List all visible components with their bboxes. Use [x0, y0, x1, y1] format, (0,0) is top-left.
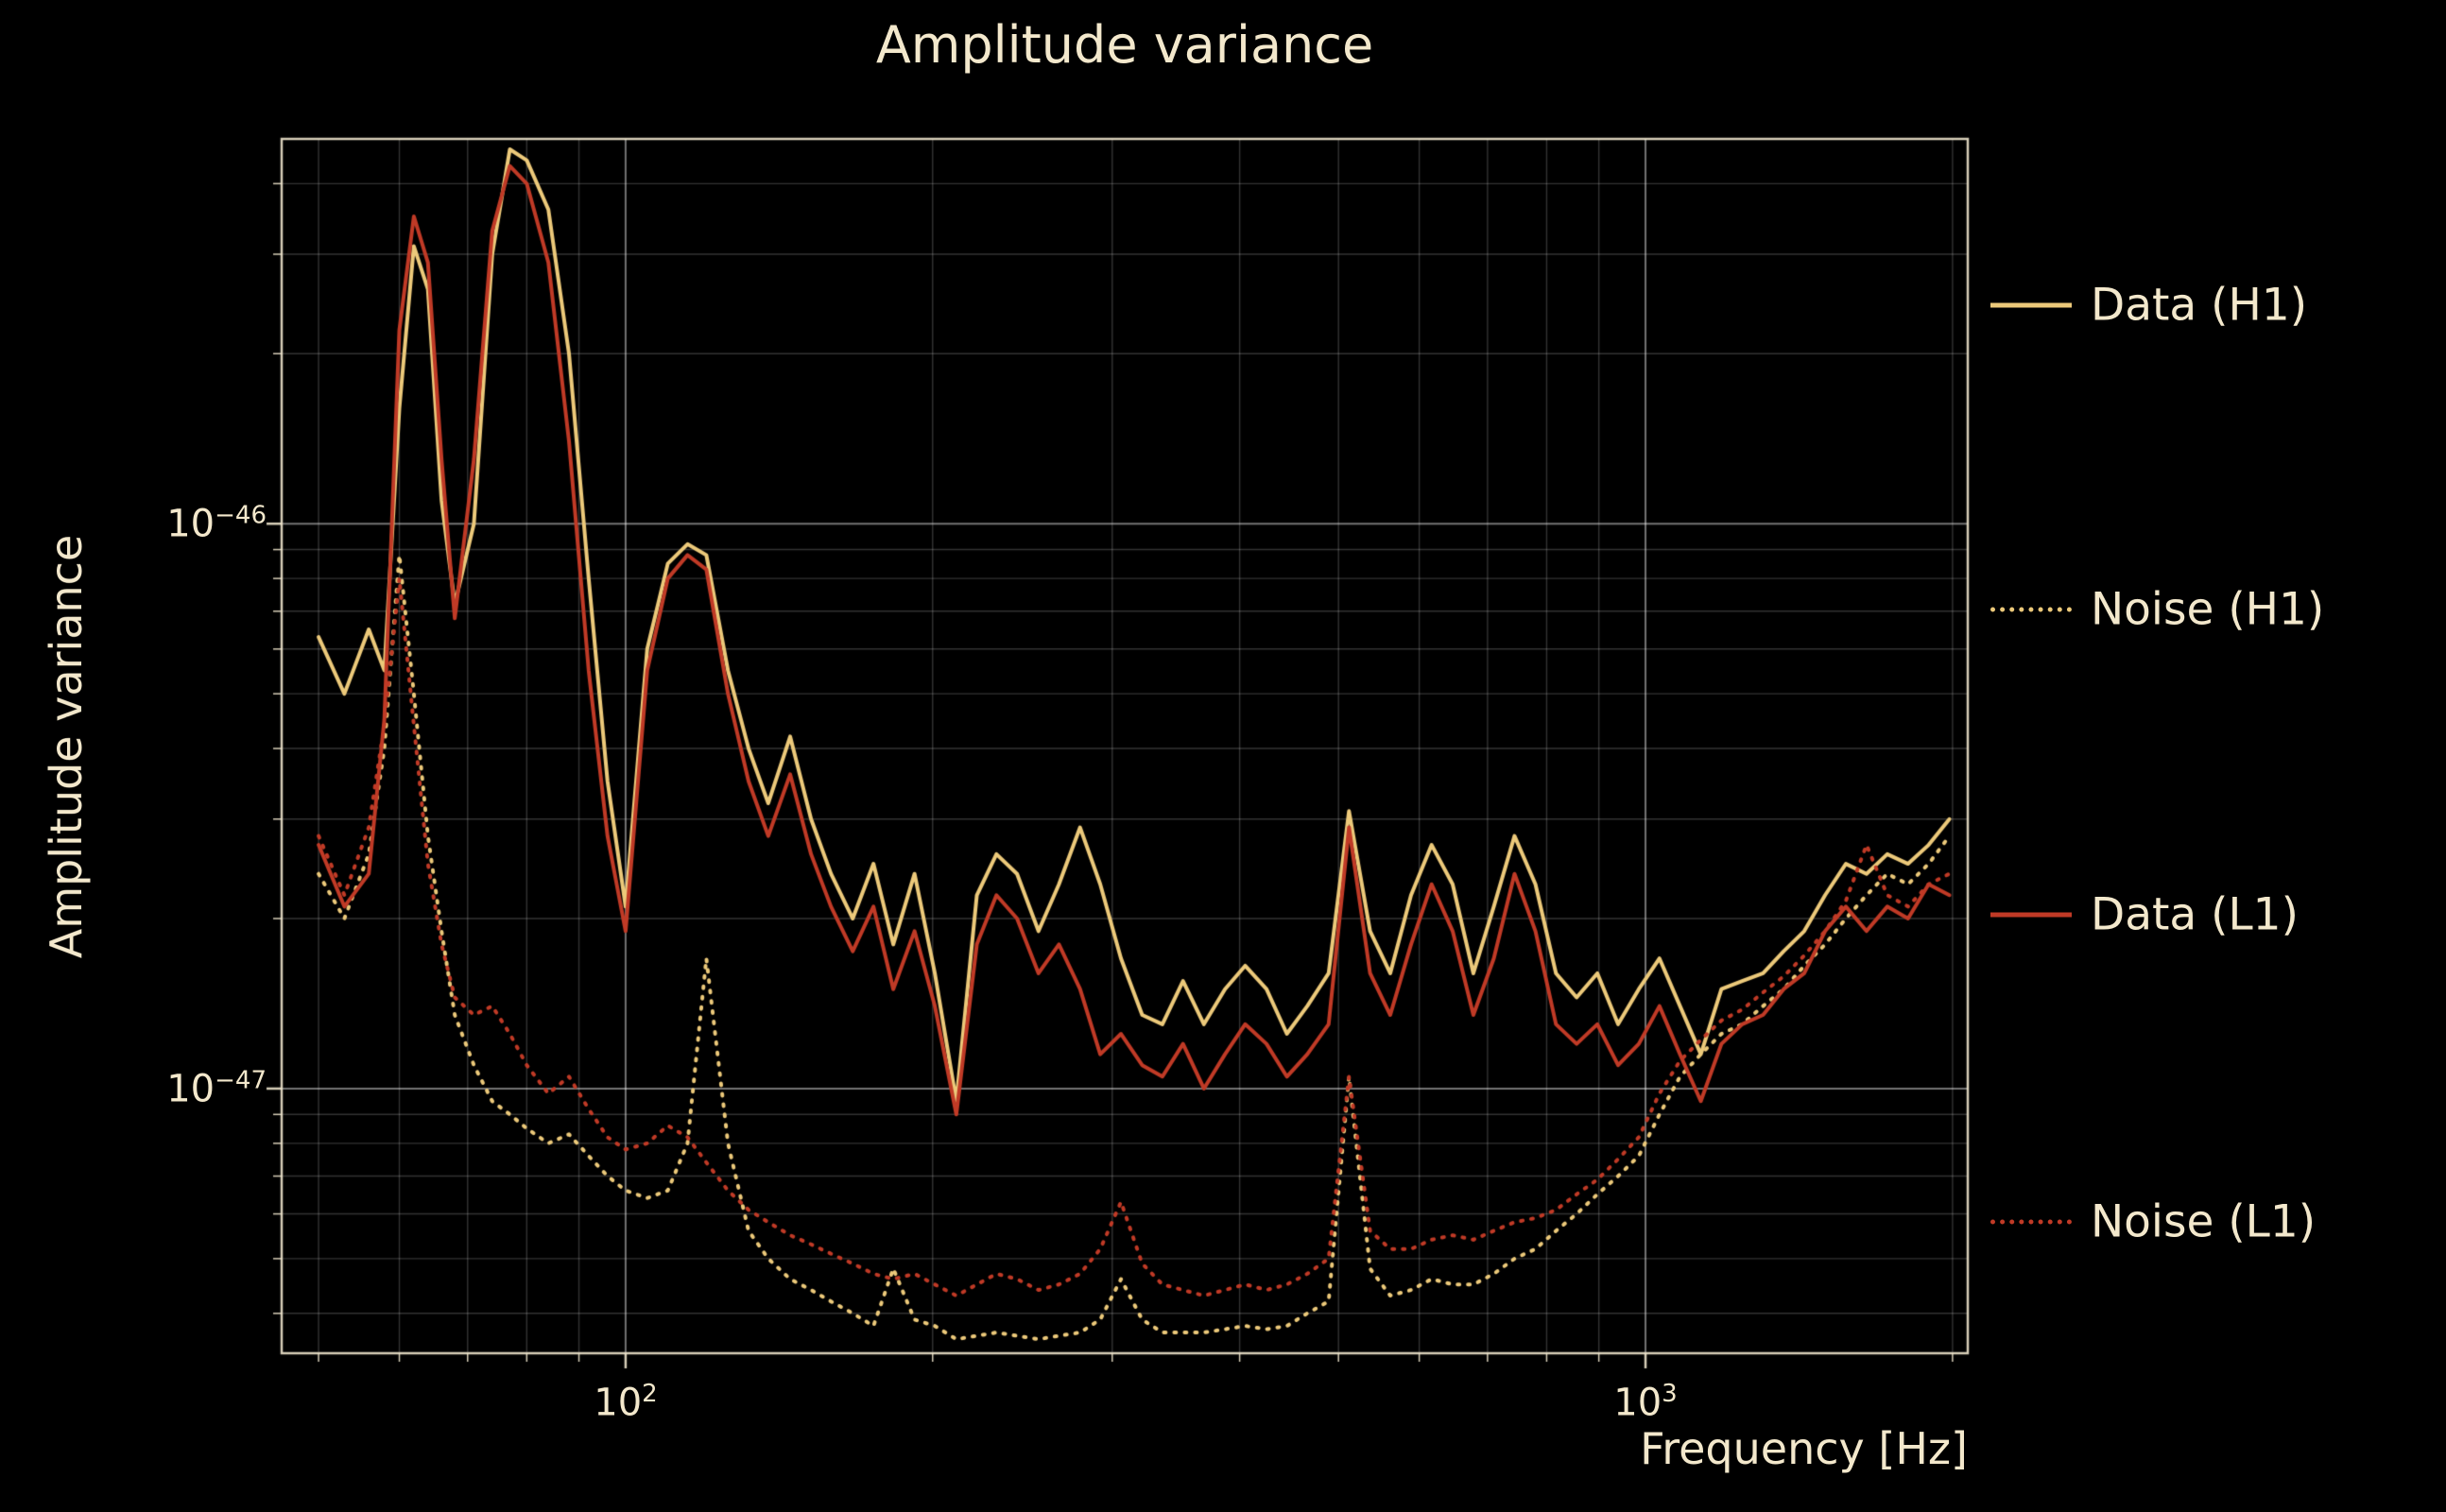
y-axis-label: Amplitude variance — [41, 534, 92, 959]
legend-item-data-h1: Data (H1) — [1990, 280, 2307, 332]
legend-label: Data (L1) — [2091, 888, 2299, 941]
y-tick-exp: −47 — [215, 1066, 267, 1095]
y-tick-label-1e-47: 10−47 — [166, 1066, 267, 1110]
legend-item-noise-l1: Noise (L1) — [1990, 1196, 2316, 1248]
legend-item-noise-h1: Noise (H1) — [1990, 584, 2324, 636]
y-tick-label-1e-46: 10−46 — [166, 501, 267, 545]
x-tick-exp: 2 — [642, 1380, 658, 1408]
legend-line-sample-solid — [1990, 912, 2072, 918]
chart-title: Amplitude variance — [875, 15, 1374, 75]
legend-label: Noise (H1) — [2091, 583, 2325, 636]
y-tick-base: 10 — [166, 1067, 215, 1111]
x-axis-label: Frequency [Hz] — [1640, 1423, 1968, 1474]
legend-line-sample-dotted — [1990, 607, 2072, 612]
x-tick-label-1000: 103 — [1613, 1380, 1677, 1424]
x-tick-base: 10 — [594, 1381, 643, 1425]
legend-line-sample-solid — [1990, 302, 2072, 308]
legend-label: Noise (L1) — [2091, 1195, 2317, 1248]
legend-item-data-l1: Data (L1) — [1990, 889, 2299, 941]
x-tick-label-100: 102 — [594, 1380, 657, 1424]
y-tick-base: 10 — [166, 502, 215, 546]
x-tick-exp: 3 — [1662, 1380, 1678, 1408]
legend-label: Data (H1) — [2091, 279, 2308, 332]
legend-line-sample-dotted — [1990, 1219, 2072, 1225]
y-tick-exp: −46 — [215, 501, 267, 530]
x-tick-base: 10 — [1613, 1381, 1662, 1425]
